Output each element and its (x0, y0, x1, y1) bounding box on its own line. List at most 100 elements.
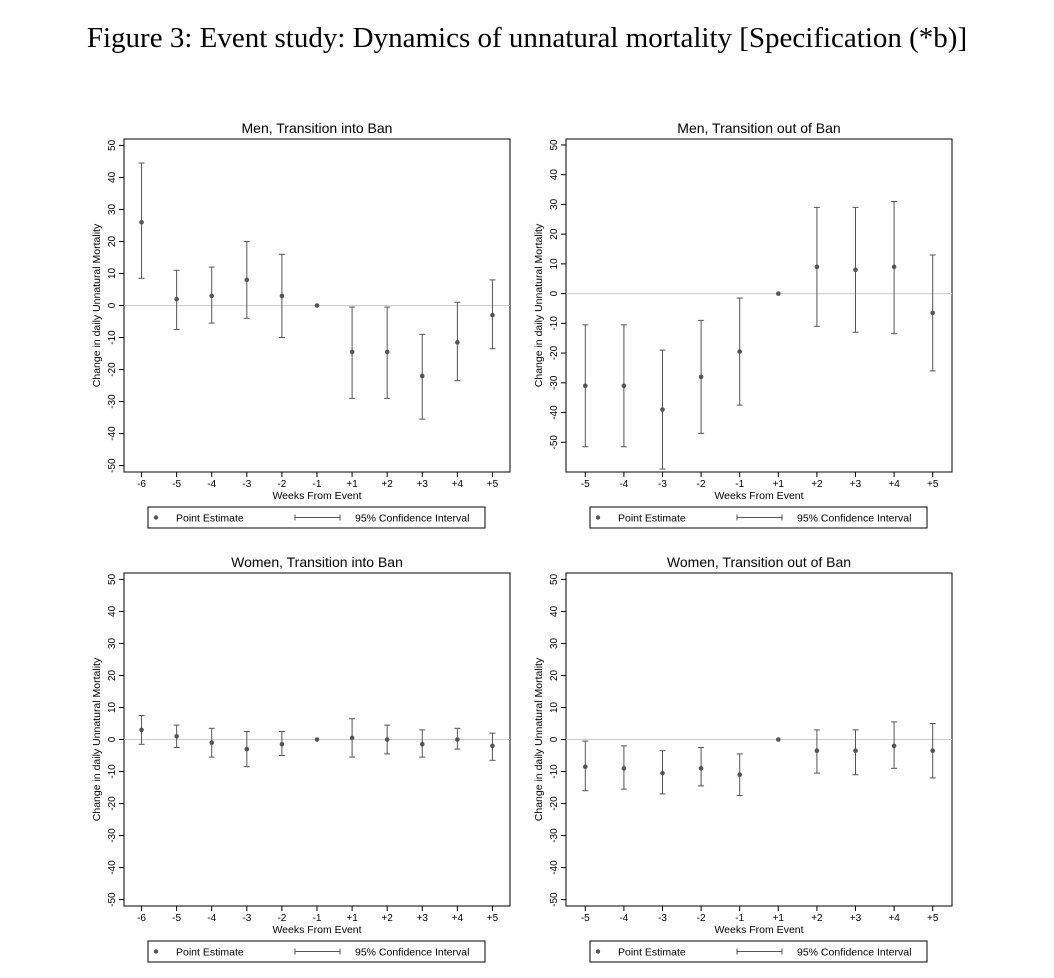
y-tick-label: 50 (107, 139, 118, 151)
y-tick-label: -10 (549, 316, 560, 331)
point-estimate-marker (209, 293, 215, 299)
y-tick-label: -20 (549, 345, 560, 360)
y-tick-label: -20 (549, 796, 560, 811)
x-tick-label: +3 (850, 479, 862, 490)
x-tick-label: +3 (850, 913, 862, 924)
x-tick-label: -1 (735, 913, 744, 924)
y-tick-label: 40 (549, 169, 560, 181)
point-estimate-marker (209, 740, 215, 746)
point-estimate-marker (384, 737, 390, 742)
x-tick-label: +2 (381, 913, 393, 924)
figure-title: Figure 3: Event study: Dynamics of unnat… (86, 22, 968, 54)
chart-title: Women, Transition into Ban (231, 554, 403, 570)
x-axis-label: Weeks From Event (272, 490, 361, 502)
point-estimate-marker (660, 407, 665, 412)
point-estimate-marker (279, 742, 285, 747)
x-tick-label: +2 (811, 479, 823, 490)
legend-point-label: Point Estimate (618, 947, 686, 959)
point-estimate-marker (621, 766, 627, 771)
x-tick-label: -1 (313, 479, 322, 490)
x-tick-label: -3 (242, 479, 251, 490)
point-estimate-marker (419, 373, 425, 379)
legend-ci-label: 95% Confidence Interval (355, 947, 469, 959)
x-tick-label: +1 (773, 479, 785, 490)
y-tick-label: 50 (107, 573, 118, 585)
point-estimate-marker (660, 770, 665, 776)
point-estimate-marker (930, 748, 935, 754)
point-estimate-marker (891, 264, 897, 270)
x-tick-label: +2 (381, 479, 393, 490)
x-tick-label: +4 (888, 913, 900, 924)
x-tick-label: +4 (452, 913, 464, 924)
point-estimate-marker (583, 764, 588, 770)
x-tick-label: -3 (658, 913, 667, 924)
x-tick-label: -2 (697, 913, 706, 924)
x-tick-label: -1 (313, 913, 322, 924)
y-tick-label: 10 (107, 267, 118, 279)
y-tick-label: -20 (107, 796, 118, 811)
y-tick-label: 50 (549, 139, 560, 151)
y-tick-label: 20 (107, 235, 118, 247)
point-estimate-marker (174, 296, 179, 302)
x-tick-label: +2 (811, 913, 823, 924)
x-tick-label: -5 (172, 479, 181, 490)
x-tick-label: +3 (417, 479, 429, 490)
point-estimate-marker (814, 264, 820, 270)
y-axis-label: Change in daily Unnatural Mortality (91, 657, 103, 821)
y-tick-label: 30 (107, 637, 118, 649)
y-tick-label: -30 (549, 828, 560, 843)
x-tick-label: +3 (417, 913, 429, 924)
legend-point-marker (595, 949, 601, 954)
y-tick-label: 0 (107, 302, 118, 308)
y-tick-label: 30 (549, 198, 560, 210)
y-tick-label: 30 (549, 637, 560, 649)
x-axis-label: Weeks From Event (272, 924, 361, 936)
y-tick-label: -40 (107, 860, 118, 875)
point-estimate-marker (244, 746, 250, 752)
y-axis-label: Change in daily Unnatural Mortality (533, 657, 545, 821)
plot-frame (565, 138, 953, 473)
legend-point-label: Point Estimate (176, 513, 244, 525)
chart-title: Men, Transition into Ban (242, 120, 393, 136)
y-tick-label: -10 (107, 330, 118, 345)
y-tick-label: 20 (549, 669, 560, 681)
y-tick-label: -30 (107, 828, 118, 843)
chart-title: Women, Transition out of Ban (667, 554, 851, 570)
point-estimate-marker (349, 735, 355, 741)
chart-title: Men, Transition out of Ban (677, 120, 840, 136)
y-tick-label: 0 (107, 736, 118, 742)
y-tick-label: -50 (107, 892, 118, 907)
y-tick-label: 20 (107, 669, 118, 681)
y-tick-label: -50 (549, 435, 560, 450)
point-estimate-marker (853, 267, 858, 273)
legend-point-marker (595, 515, 601, 520)
point-estimate-marker (419, 742, 425, 747)
x-tick-label: -2 (277, 479, 286, 490)
y-tick-label: 30 (107, 203, 118, 215)
y-tick-label: -20 (107, 362, 118, 377)
point-estimate-marker (455, 737, 460, 742)
legend-point-marker (153, 949, 159, 954)
y-tick-label: -40 (107, 426, 118, 441)
y-tick-label: 40 (107, 605, 118, 617)
point-estimate-marker (279, 293, 285, 299)
x-tick-label: +5 (487, 479, 499, 490)
x-tick-label: -6 (137, 479, 146, 490)
y-tick-label: -50 (549, 892, 560, 907)
y-tick-label: -10 (107, 764, 118, 779)
x-tick-label: -5 (581, 479, 590, 490)
legend-ci-label: 95% Confidence Interval (797, 947, 911, 959)
y-tick-label: 40 (549, 605, 560, 617)
point-estimate-marker (814, 748, 820, 754)
y-tick-label: 50 (549, 573, 560, 585)
chart-panel-3: Women, Transition into Ban 50 40 30 20 10 0 -10… (91, 554, 511, 963)
point-estimate-marker (621, 383, 627, 389)
x-tick-label: -2 (697, 479, 706, 490)
x-tick-label: +5 (927, 913, 939, 924)
y-axis-label: Change in daily Unnatural Mortality (533, 223, 545, 387)
y-tick-label: 10 (549, 701, 560, 713)
point-estimate-marker (853, 748, 858, 754)
legend-point-marker (153, 515, 159, 520)
point-estimate-marker (139, 727, 144, 733)
